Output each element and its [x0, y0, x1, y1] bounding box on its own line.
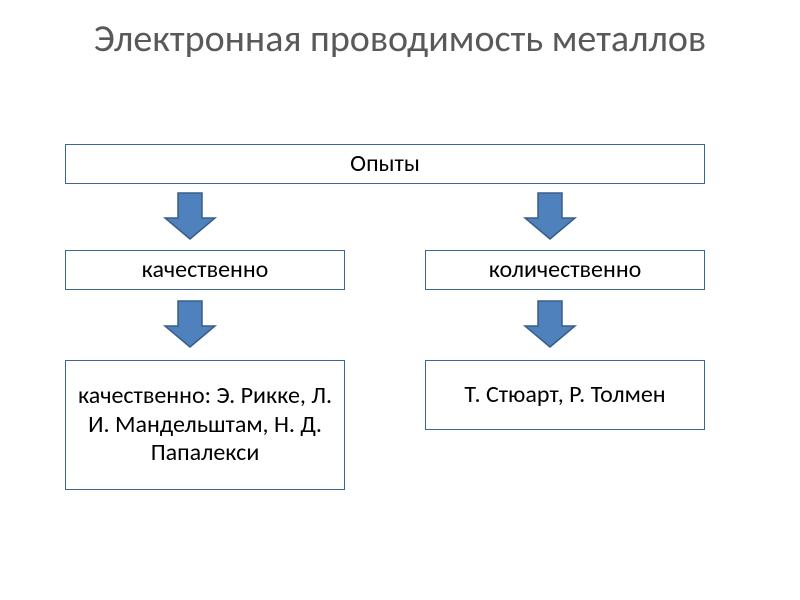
box-opyty-label: Опыты: [350, 150, 420, 179]
box-quantitative-names-label: Т. Стюарт, Р. Толмен: [464, 381, 665, 410]
slide-title: Электронная проводимость металлов: [0, 18, 800, 62]
box-qualitative-names: качественно: Э. Рикке, Л. И. Мандельштам…: [65, 360, 345, 490]
box-qualitative-names-label: качественно: Э. Рикке, Л. И. Мандельштам…: [74, 382, 336, 468]
slide: Электронная проводимость металлов Опыты …: [0, 0, 800, 600]
box-quantitative-names: Т. Стюарт, Р. Толмен: [425, 360, 705, 430]
box-qualitative: качественно: [65, 250, 345, 290]
box-quantitative: количественно: [425, 250, 705, 290]
box-opyty: Опыты: [65, 144, 705, 184]
arrow-down-icon: [160, 298, 220, 350]
box-qualitative-label: качественно: [142, 256, 269, 285]
box-quantitative-label: количественно: [489, 256, 642, 285]
arrow-down-icon: [520, 190, 580, 242]
arrow-down-icon: [520, 298, 580, 350]
arrow-down-icon: [160, 190, 220, 242]
